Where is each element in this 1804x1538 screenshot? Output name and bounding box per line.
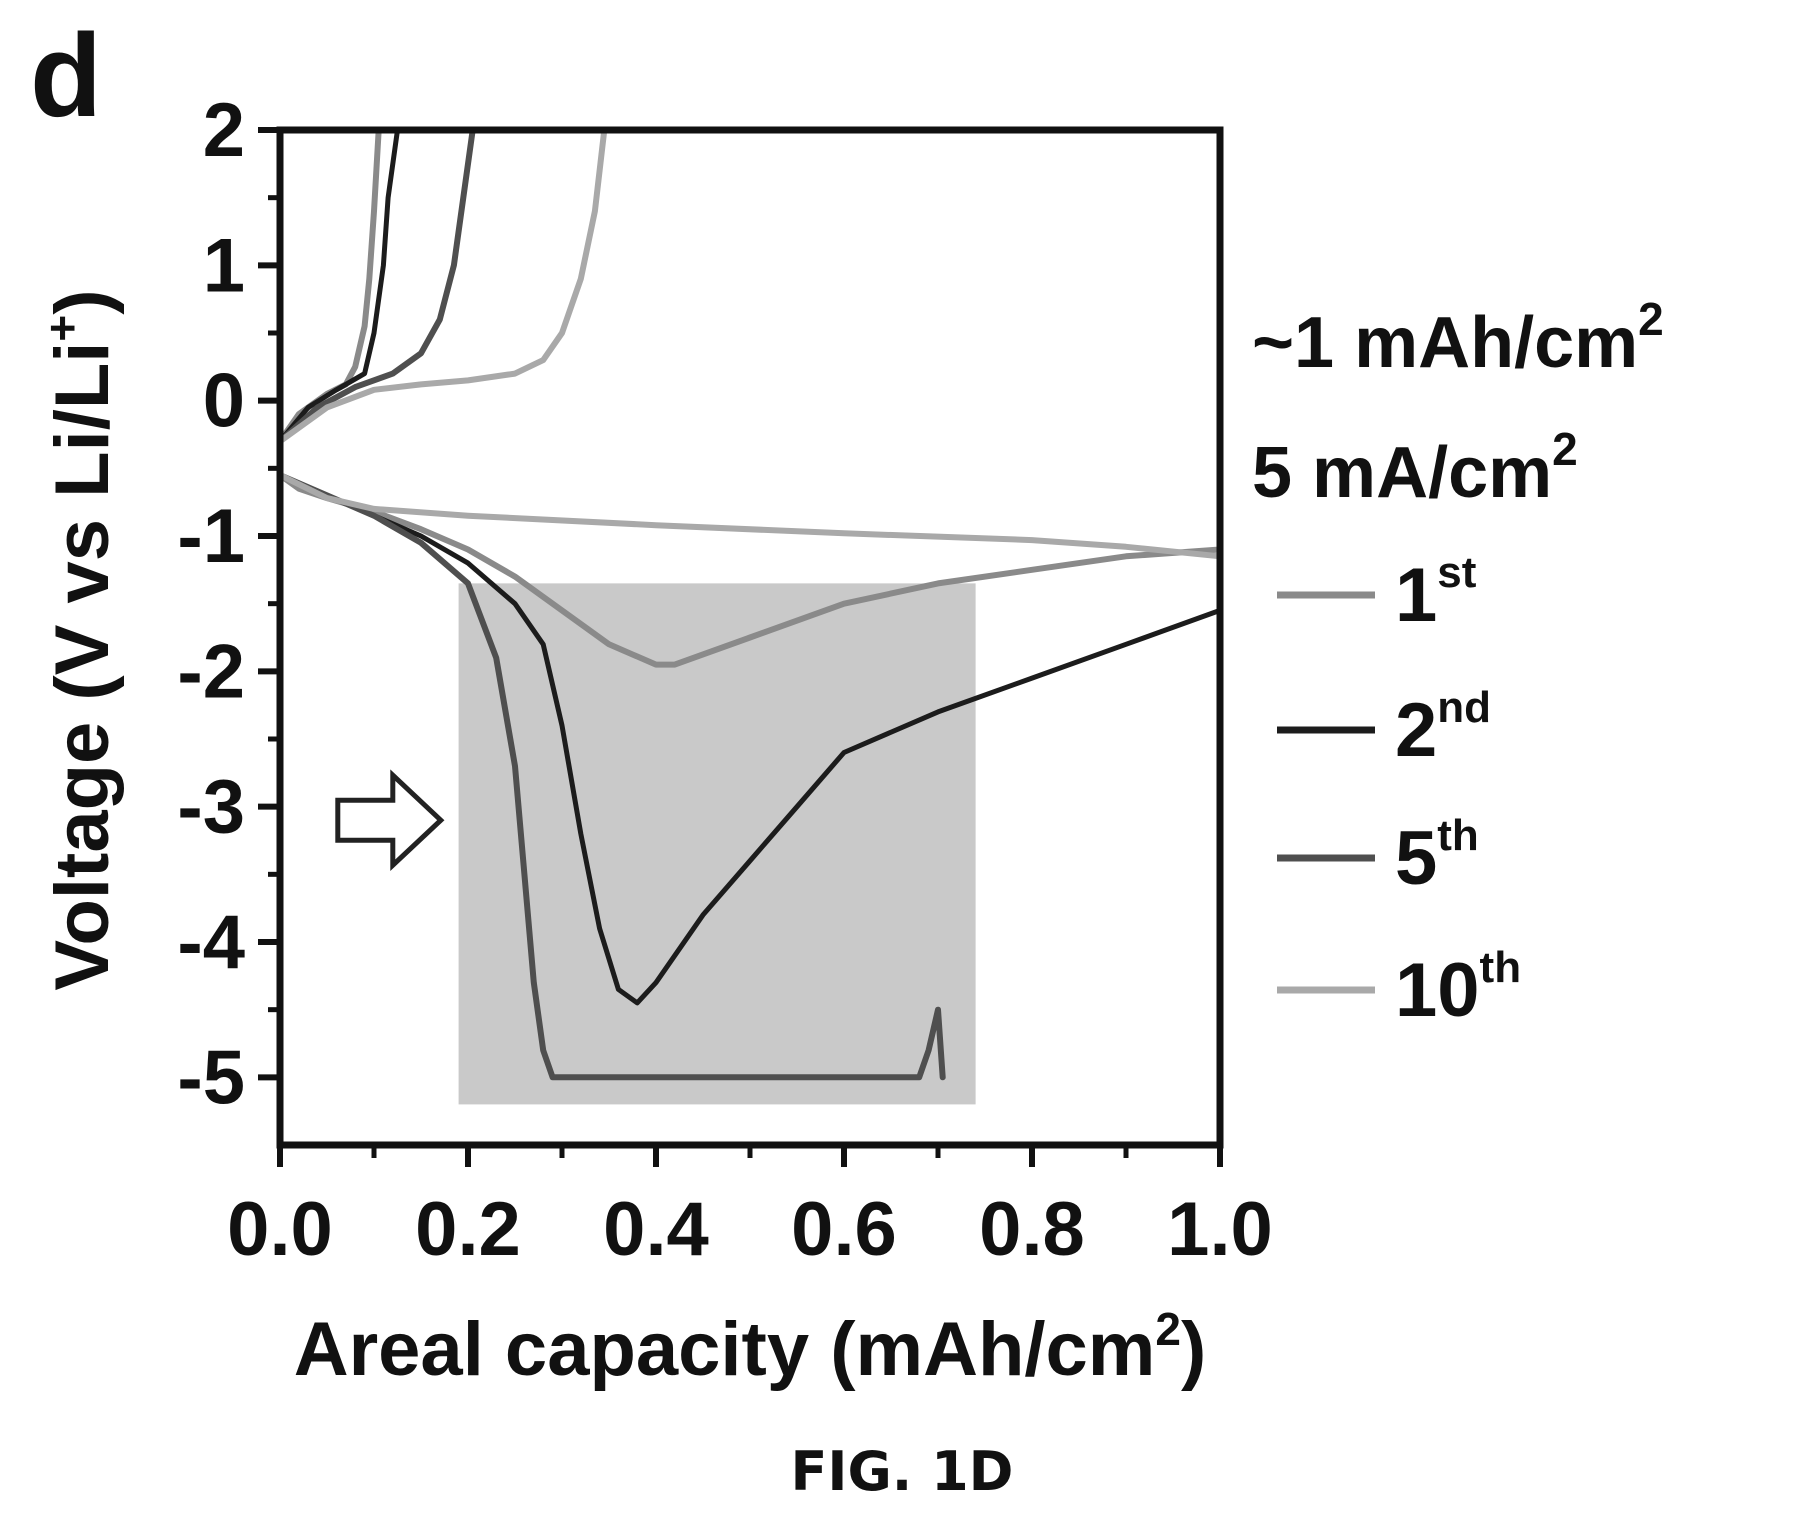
- panel-label: d: [30, 10, 103, 142]
- x-tick-label: 0.6: [791, 1187, 897, 1272]
- series-2-charge-line: [277, 127, 400, 444]
- x-tick-label: 0.4: [603, 1187, 709, 1272]
- y-tick-label: 2: [203, 88, 245, 173]
- series-curves: [277, 127, 1223, 1081]
- series-5-charge-line: [277, 127, 476, 445]
- y-tick-label: -3: [177, 765, 245, 850]
- x-tick-label: 0.0: [227, 1187, 333, 1272]
- y-tick-label: -5: [177, 1035, 245, 1120]
- legend-label-1: 1st: [1395, 548, 1477, 638]
- legend: 1st 2nd 5th 10th: [1277, 548, 1521, 1033]
- y-tick-label: 0: [203, 359, 245, 444]
- y-axis-label: Voltage (V vs Li/Li+): [36, 289, 125, 990]
- x-axis-label: Areal capacity (mAh/cm2): [294, 1303, 1207, 1392]
- legend-label-10: 10th: [1395, 943, 1521, 1033]
- x-tick-label: 1.0: [1167, 1187, 1273, 1272]
- series-10-discharge-line: [277, 472, 1223, 560]
- series-10-charge-line: [277, 127, 608, 445]
- series-5-discharge-line: [277, 472, 946, 1081]
- right-arrow-annotation: [335, 769, 445, 871]
- y-tick-label: -1: [177, 494, 245, 579]
- legend-label-5: 5th: [1395, 811, 1479, 901]
- series-1-discharge-line: [277, 472, 1223, 668]
- current-condition-label: 5 mA/cm2: [1252, 423, 1578, 513]
- highlight-region: [458, 583, 976, 1105]
- axis-tick-labels: 0.0 0.2 0.4 0.6 0.8 1.0 2 1 0 -1 -2 -3 -4 -5: [177, 88, 1272, 1272]
- figure-caption: FIG. 1D: [790, 1440, 1014, 1503]
- y-tick-label: 1: [203, 223, 245, 308]
- legend-label-2: 2nd: [1395, 683, 1491, 773]
- series-2-discharge-line: [277, 472, 1223, 1006]
- y-tick-label: -2: [177, 629, 245, 714]
- y-tick-label: -4: [177, 900, 245, 985]
- x-tick-label: 0.8: [979, 1187, 1085, 1272]
- x-tick-label: 0.2: [415, 1187, 521, 1272]
- capacity-condition-label: ~1 mAh/cm2: [1252, 293, 1664, 383]
- axis-ticks: [258, 127, 1223, 1167]
